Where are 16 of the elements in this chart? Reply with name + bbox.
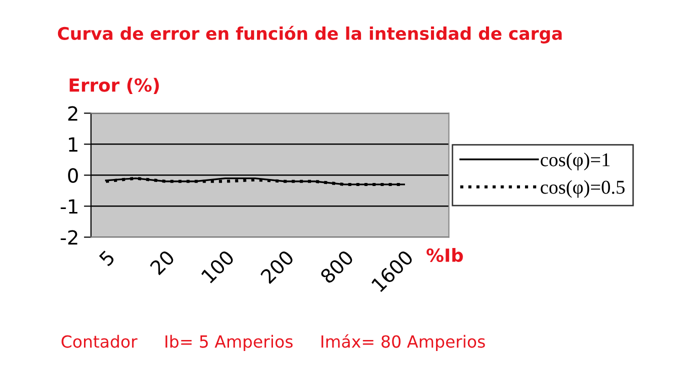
x-tick-label: 100: [200, 249, 235, 284]
x-tick-label: 800: [319, 249, 354, 284]
chart-title: Curva de error en función de la intensidad de carga: [58, 26, 562, 44]
legend-label: cos(φ)=1: [540, 152, 610, 170]
x-tick-label: 5: [98, 250, 116, 267]
text: Contador Ib= 5 Amperios Imáx= 80 Amperios: [62, 334, 485, 352]
y-tick-label: -2: [60, 230, 78, 245]
y-tick-label: 0: [68, 168, 78, 183]
y-axis-title: Error (%): [70, 78, 159, 94]
legend-label: cos(φ)=0.5: [540, 180, 625, 198]
x-axis-title: %Ib: [426, 248, 463, 262]
y-tick-label: 1: [68, 137, 78, 152]
y-tick-label: 2: [68, 106, 78, 121]
y-tick-label: -1: [60, 199, 78, 214]
x-tick-label: 20: [149, 249, 176, 276]
x-tick-label: 200: [260, 249, 295, 284]
